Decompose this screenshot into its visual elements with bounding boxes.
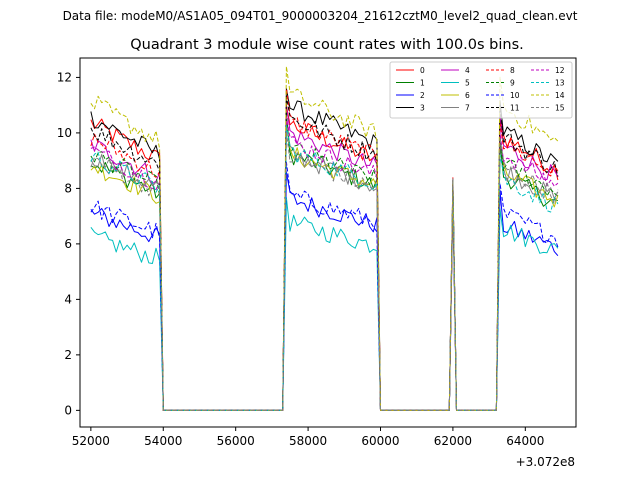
y-tick-label: 6 xyxy=(64,237,72,251)
x-tick-label: 60000 xyxy=(361,434,399,448)
axes-frame xyxy=(79,57,577,428)
x-tick-label: 52000 xyxy=(72,434,110,448)
legend-label: 9 xyxy=(510,79,515,88)
series-layer xyxy=(90,66,559,411)
legend-label: 0 xyxy=(420,66,425,75)
legend-label: 6 xyxy=(465,91,470,100)
x-offset-label: +3.072e8 xyxy=(516,455,575,469)
x-tick-label: 54000 xyxy=(144,434,182,448)
legend-label: 15 xyxy=(555,104,565,113)
x-tick-label: 58000 xyxy=(289,434,327,448)
legend-label: 1 xyxy=(420,79,425,88)
x-tick-label: 62000 xyxy=(434,434,472,448)
y-tick-label: 12 xyxy=(57,70,72,84)
y-tick-label: 4 xyxy=(64,292,72,306)
legend-label: 12 xyxy=(555,66,565,75)
figure-suptitle: Data file: modeM0/AS1A05_094T01_90000032… xyxy=(63,9,578,23)
y-tick-label: 8 xyxy=(64,181,72,195)
legend-label: 14 xyxy=(555,91,565,100)
legend-label: 10 xyxy=(510,91,520,100)
legend-label: 4 xyxy=(465,66,470,75)
legend-label: 7 xyxy=(465,104,470,113)
legend-label: 5 xyxy=(465,79,470,88)
series-line-15 xyxy=(90,130,559,411)
x-tick-label: 64000 xyxy=(506,434,544,448)
axis-ticks: 52000 54000 56000 58000 60000 62000 64000 0 2 4 6 8… xyxy=(57,70,545,448)
legend-label: 13 xyxy=(555,79,565,88)
series-line-13 xyxy=(90,125,559,411)
y-tick-label: 10 xyxy=(57,126,72,140)
y-tick-label: 0 xyxy=(64,403,72,417)
legend-label: 3 xyxy=(420,104,425,113)
y-tick-label: 2 xyxy=(64,348,72,362)
legend-label: 11 xyxy=(510,104,520,113)
legend-box xyxy=(389,61,573,119)
x-tick-label: 56000 xyxy=(217,434,255,448)
chart-title: Quadrant 3 module wise count rates with … xyxy=(130,37,524,53)
legend-label: 8 xyxy=(510,66,515,75)
legend-label: 2 xyxy=(420,91,425,100)
